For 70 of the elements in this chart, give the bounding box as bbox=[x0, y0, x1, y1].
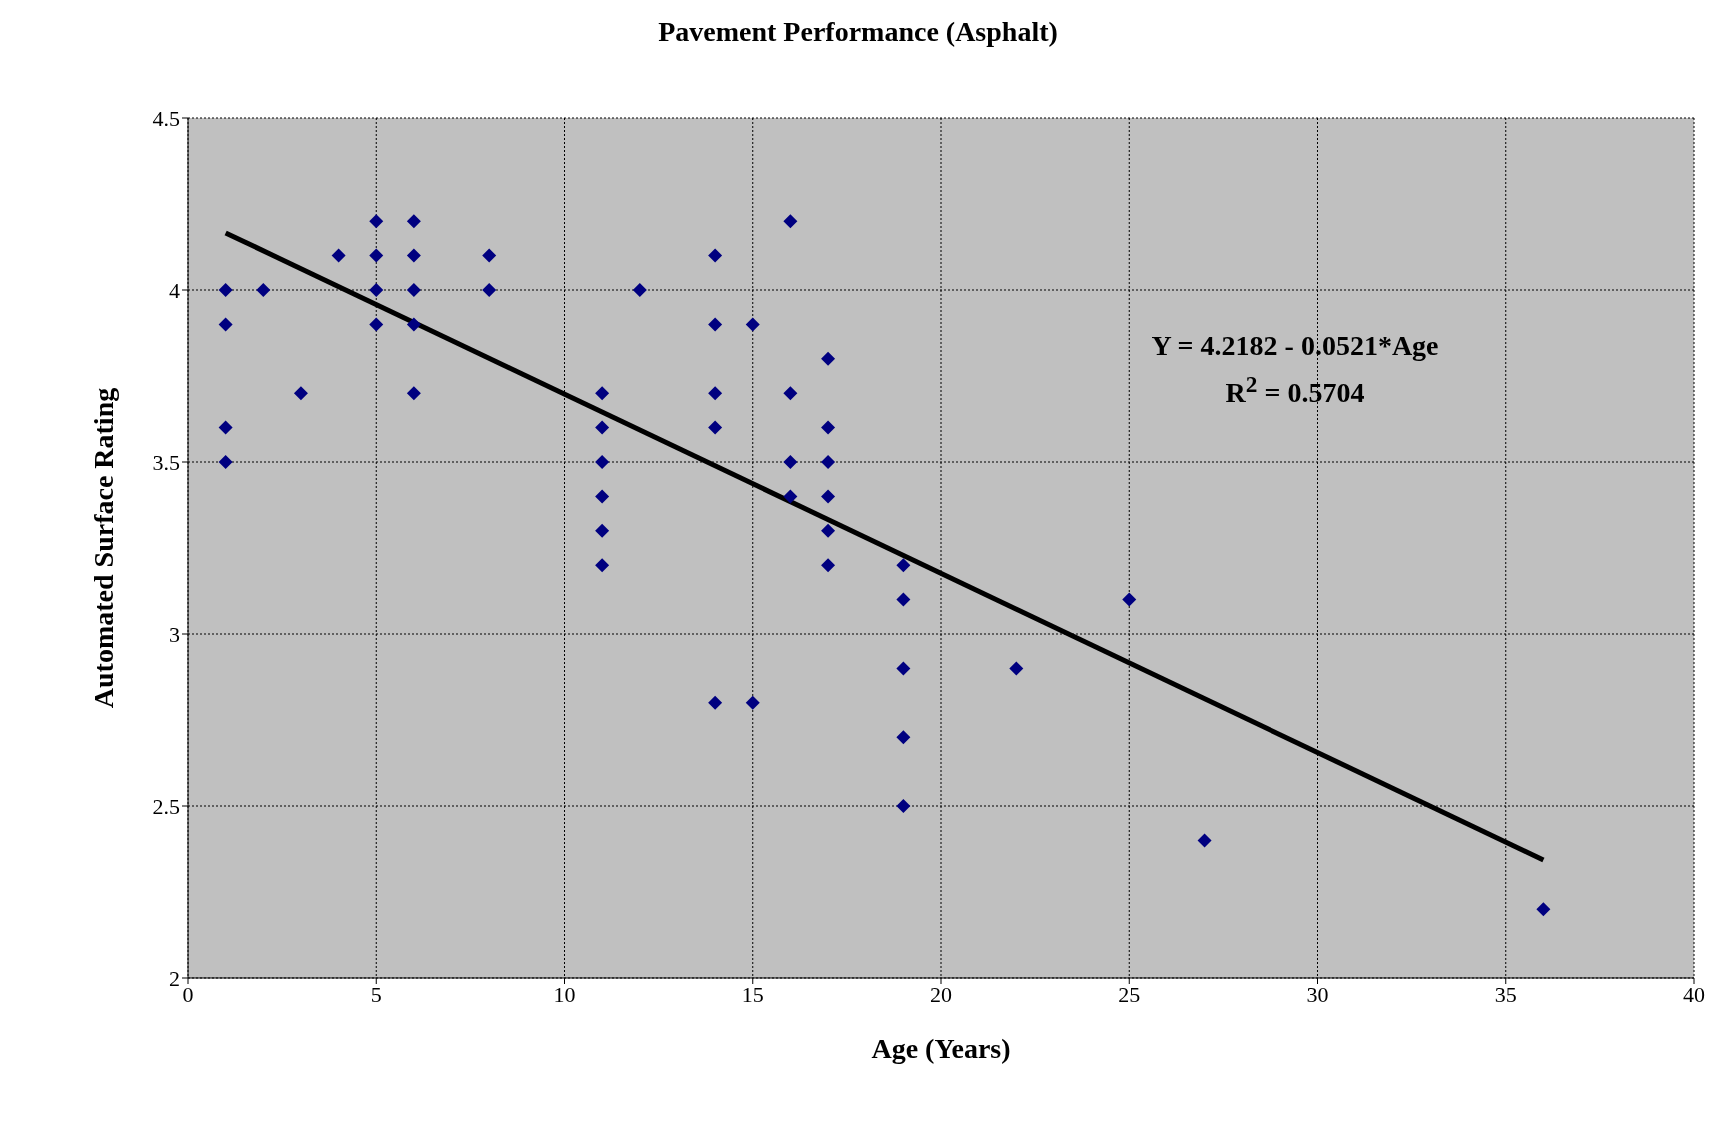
point bbox=[369, 248, 384, 263]
point bbox=[783, 214, 798, 229]
y-tick-label: 4.5 bbox=[152, 105, 180, 131]
point bbox=[896, 558, 911, 573]
point bbox=[896, 661, 911, 676]
point bbox=[821, 420, 836, 435]
point bbox=[708, 695, 723, 710]
point bbox=[783, 455, 798, 469]
point bbox=[482, 283, 497, 297]
x-tick-label: 0 bbox=[182, 981, 194, 1007]
point bbox=[406, 214, 421, 229]
point bbox=[369, 283, 384, 297]
y-tick-label: 2 bbox=[169, 965, 180, 991]
point bbox=[595, 558, 610, 573]
x-tick-label: 10 bbox=[553, 981, 576, 1007]
point bbox=[821, 455, 836, 469]
point bbox=[896, 730, 911, 745]
point bbox=[369, 214, 384, 229]
chart-title: Pavement Performance (Asphalt) bbox=[657, 16, 1059, 48]
point bbox=[783, 386, 798, 401]
point bbox=[896, 592, 911, 607]
point bbox=[708, 248, 723, 263]
point bbox=[218, 283, 233, 297]
x-tick-label: 25 bbox=[1118, 981, 1141, 1007]
point bbox=[595, 489, 610, 504]
point bbox=[708, 317, 723, 332]
point bbox=[406, 283, 421, 297]
point bbox=[369, 317, 384, 332]
x-tick-label: 35 bbox=[1494, 981, 1517, 1007]
point bbox=[1009, 661, 1024, 676]
point bbox=[632, 283, 647, 297]
point bbox=[595, 455, 610, 469]
point bbox=[406, 248, 421, 263]
point bbox=[783, 489, 798, 504]
point bbox=[218, 420, 233, 435]
x-tick-label: 40 bbox=[1683, 981, 1705, 1007]
x-tick-label: 5 bbox=[370, 981, 382, 1007]
y-tick-label: 4 bbox=[169, 277, 180, 303]
x-tick-label: 30 bbox=[1306, 981, 1329, 1007]
y-tick-label: 2.5 bbox=[152, 793, 180, 819]
point bbox=[595, 420, 610, 435]
point bbox=[595, 386, 610, 401]
point bbox=[708, 386, 723, 401]
point bbox=[406, 386, 421, 401]
point bbox=[293, 386, 308, 401]
point bbox=[745, 317, 760, 332]
point bbox=[331, 248, 346, 263]
point bbox=[482, 248, 497, 263]
annotation: Y = 4.2182 - 0.0521*Age R$^{2}$ = 0.5704 bbox=[1150, 328, 1440, 411]
point bbox=[821, 558, 836, 573]
point bbox=[1197, 833, 1212, 848]
point bbox=[218, 317, 233, 332]
point bbox=[821, 489, 836, 504]
y-tick-label: 3 bbox=[169, 621, 180, 647]
point bbox=[745, 695, 760, 710]
point bbox=[896, 799, 911, 813]
point bbox=[1122, 592, 1137, 607]
point bbox=[1536, 902, 1551, 917]
point bbox=[256, 283, 271, 297]
y-tick-label: 3.5 bbox=[152, 449, 180, 475]
point bbox=[595, 523, 610, 538]
x-axis-title: Age (Years) bbox=[871, 1033, 1011, 1064]
point bbox=[218, 455, 233, 469]
x-tick-label: 15 bbox=[741, 981, 764, 1007]
point bbox=[821, 523, 836, 538]
point bbox=[708, 420, 723, 435]
point bbox=[821, 351, 836, 366]
y-axis-title: Automated Surface Rating bbox=[87, 387, 119, 709]
point bbox=[406, 317, 421, 332]
x-tick-label: 20 bbox=[930, 981, 952, 1007]
